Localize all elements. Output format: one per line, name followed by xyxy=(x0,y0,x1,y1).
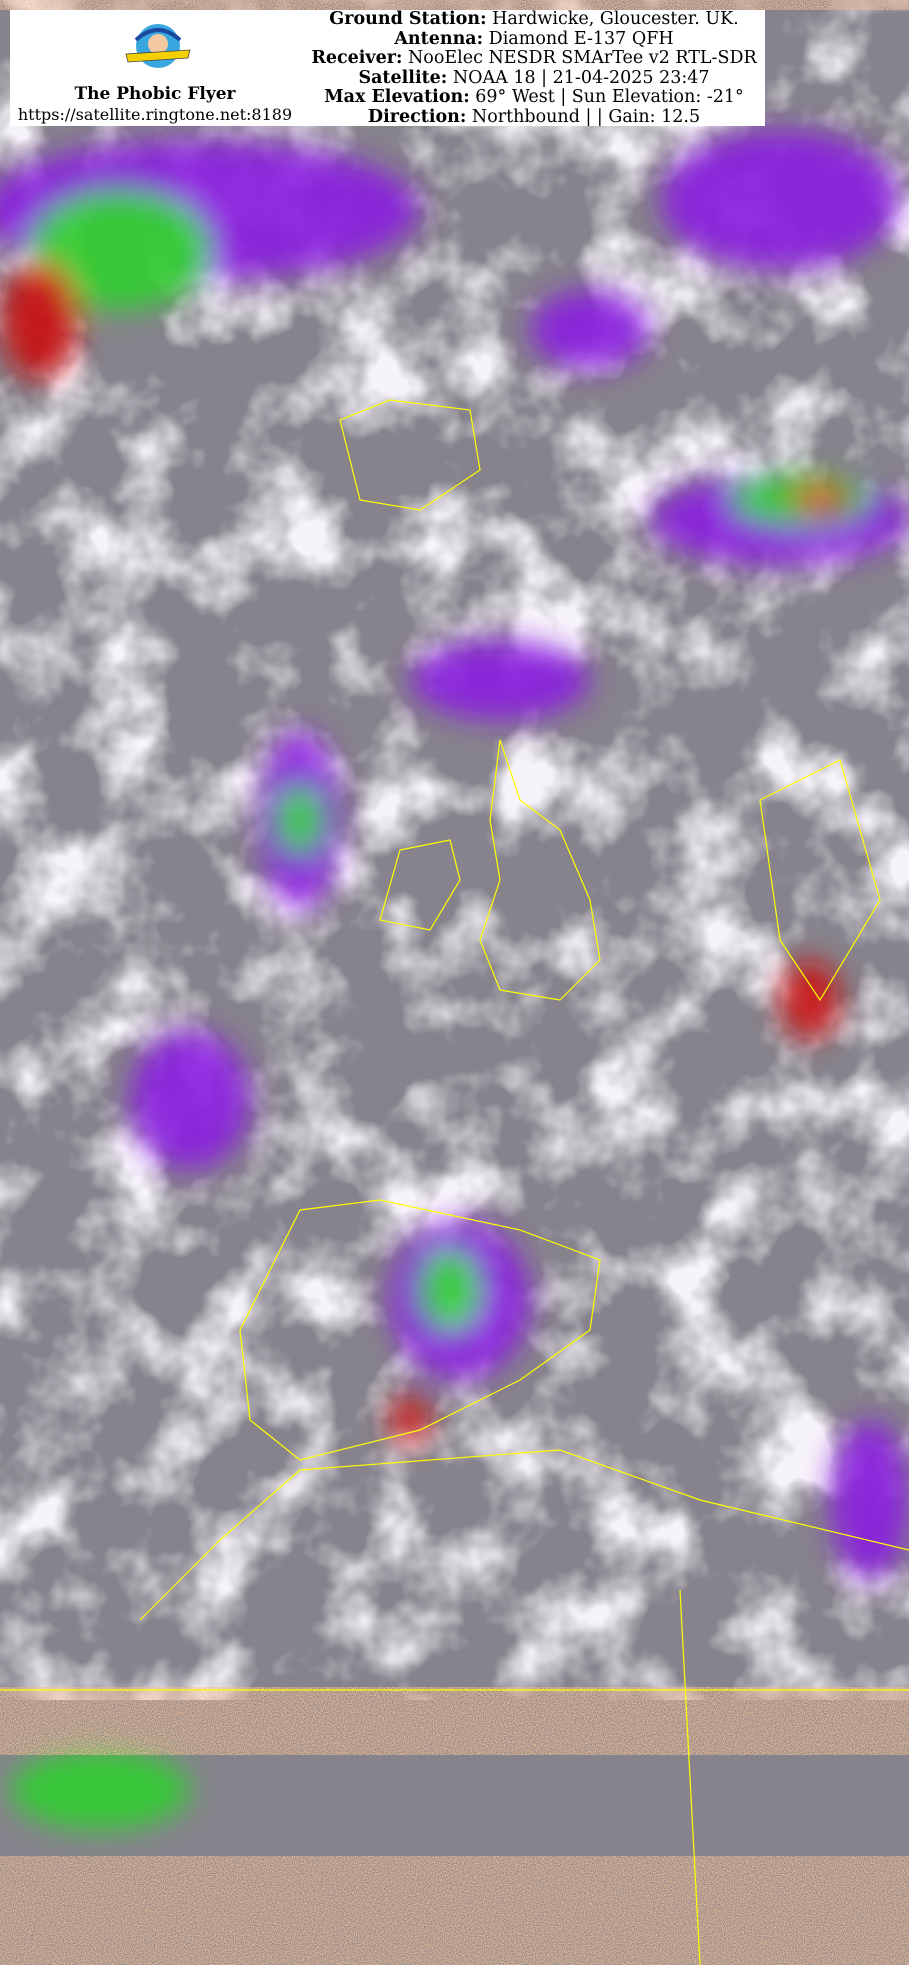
label: Direction: xyxy=(367,106,467,127)
value: 69° West | Sun Elevation: -21° xyxy=(469,87,744,108)
brand-name: The Phobic Flyer xyxy=(74,84,236,104)
pass-details: Ground Station: Hardwicke, Gloucester. U… xyxy=(295,9,773,128)
station-info-banner: The Phobic Flyer https://satellite.ringt… xyxy=(10,9,765,127)
label: Antenna: xyxy=(394,28,484,49)
satellite-line: Satellite: NOAA 18 | 21-04-2025 23:47 xyxy=(295,67,773,89)
receiver-line: Receiver: NooElec NESDR SMArTee v2 RTL-S… xyxy=(295,48,773,69)
ground-station-line: Ground Station: Hardwicke, Gloucester. U… xyxy=(295,9,773,30)
station-url[interactable]: https://satellite.ringtone.net:8189 xyxy=(17,105,293,124)
label: Receiver: xyxy=(311,48,403,69)
label: Ground Station: xyxy=(329,9,487,29)
antenna-line: Antenna: Diamond E-137 QFH xyxy=(295,28,773,50)
phobic-flyer-logo xyxy=(125,24,191,68)
value: NooElec NESDR SMArTee v2 RTL-SDR xyxy=(402,48,757,69)
elevation-line: Max Elevation: 69° West | Sun Elevation:… xyxy=(295,88,773,108)
value: Northbound | | Gain: 12.5 xyxy=(466,106,701,127)
label: Max Elevation: xyxy=(324,87,470,108)
value: Diamond E-137 QFH xyxy=(483,28,674,49)
label: Satellite: xyxy=(358,67,448,88)
direction-line: Direction: Northbound | | Gain: 12.5 xyxy=(295,106,773,128)
value: Hardwicke, Gloucester. UK. xyxy=(486,9,739,29)
value: NOAA 18 | 21-04-2025 23:47 xyxy=(447,67,710,88)
